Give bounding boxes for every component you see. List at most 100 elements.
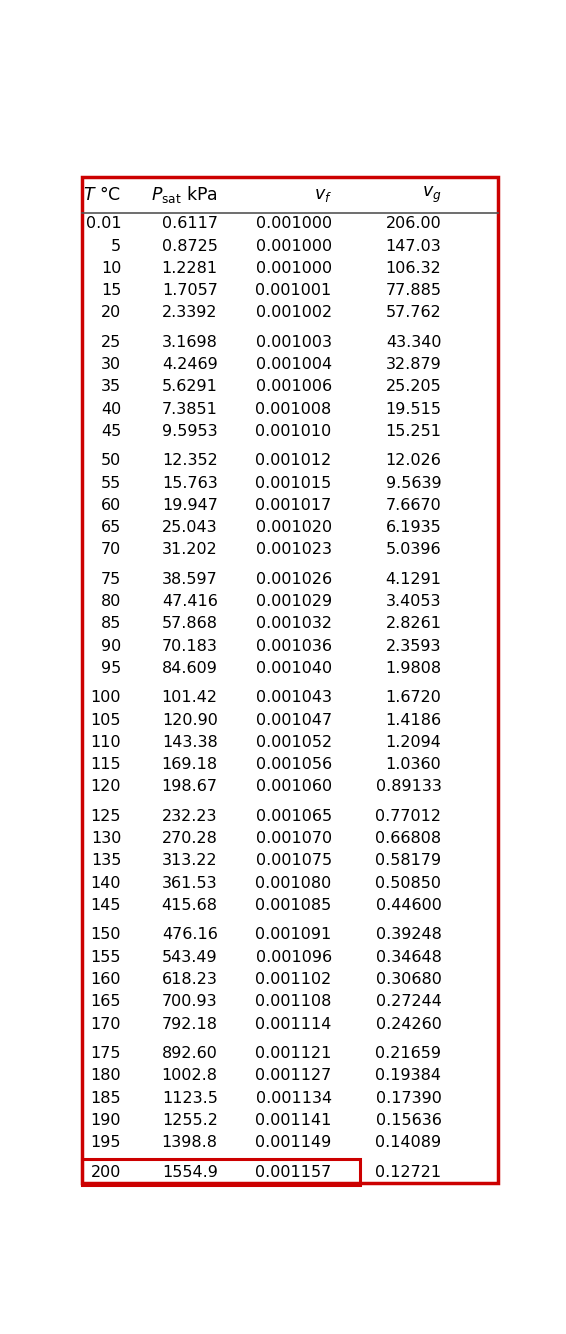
Text: 115: 115 — [91, 758, 121, 772]
Text: 0.001020: 0.001020 — [256, 520, 332, 535]
Text: 0.001085: 0.001085 — [255, 898, 332, 912]
Text: 2.3593: 2.3593 — [386, 639, 441, 654]
Text: 0.001010: 0.001010 — [255, 424, 332, 439]
Text: 160: 160 — [91, 972, 121, 987]
Text: 0.001096: 0.001096 — [256, 950, 332, 964]
Text: 1.9808: 1.9808 — [385, 660, 441, 676]
Text: 0.001026: 0.001026 — [256, 572, 332, 587]
Text: 0.30680: 0.30680 — [375, 972, 441, 987]
Text: 90: 90 — [101, 639, 121, 654]
Text: 25.205: 25.205 — [385, 379, 441, 395]
Text: 0.001001: 0.001001 — [255, 283, 332, 297]
Text: 45: 45 — [101, 424, 121, 439]
Text: 0.001004: 0.001004 — [256, 358, 332, 372]
Text: 15.251: 15.251 — [385, 424, 441, 439]
Text: 12.026: 12.026 — [385, 454, 441, 468]
Text: 105: 105 — [91, 712, 121, 727]
Text: 270.28: 270.28 — [162, 831, 218, 846]
Text: 0.27244: 0.27244 — [375, 994, 441, 1010]
Text: 5: 5 — [111, 239, 121, 253]
Text: 5.0396: 5.0396 — [386, 543, 441, 558]
Text: 135: 135 — [91, 854, 121, 868]
Text: 50: 50 — [101, 454, 121, 468]
Text: 84.609: 84.609 — [162, 660, 218, 676]
Text: 0.001121: 0.001121 — [255, 1046, 332, 1061]
Text: 70: 70 — [101, 543, 121, 558]
Text: 0.21659: 0.21659 — [375, 1046, 441, 1061]
Text: 35: 35 — [101, 379, 121, 395]
Text: 60: 60 — [101, 498, 121, 512]
Text: 195: 195 — [91, 1135, 121, 1150]
Text: 0.001141: 0.001141 — [255, 1113, 332, 1127]
Text: 170: 170 — [91, 1017, 121, 1031]
Text: 618.23: 618.23 — [162, 972, 218, 987]
Text: 1398.8: 1398.8 — [162, 1135, 218, 1150]
Text: 7.3851: 7.3851 — [162, 402, 218, 416]
Text: 892.60: 892.60 — [162, 1046, 218, 1061]
Text: 1255.2: 1255.2 — [162, 1113, 218, 1127]
Text: $v_g$: $v_g$ — [422, 184, 441, 204]
Text: 0.01: 0.01 — [85, 216, 121, 231]
Text: 0.001000: 0.001000 — [256, 260, 332, 276]
Text: 1.0360: 1.0360 — [385, 758, 441, 772]
Text: 55: 55 — [101, 476, 121, 491]
Text: 190: 190 — [91, 1113, 121, 1127]
Text: 0.001091: 0.001091 — [255, 927, 332, 942]
Text: 4.2469: 4.2469 — [162, 358, 218, 372]
Text: 1123.5: 1123.5 — [162, 1090, 218, 1106]
Text: 169.18: 169.18 — [161, 758, 218, 772]
Text: 0.6117: 0.6117 — [162, 216, 218, 231]
Bar — [82, 1159, 360, 1185]
Text: 0.001056: 0.001056 — [256, 758, 332, 772]
Text: 10: 10 — [101, 260, 121, 276]
Text: 0.001127: 0.001127 — [255, 1069, 332, 1083]
Text: 143.38: 143.38 — [162, 735, 218, 750]
Text: 543.49: 543.49 — [162, 950, 218, 964]
Text: 77.885: 77.885 — [385, 283, 441, 297]
Text: 65: 65 — [101, 520, 121, 535]
Text: 198.67: 198.67 — [162, 779, 218, 795]
Text: 0.24260: 0.24260 — [375, 1017, 441, 1031]
Text: 2.8261: 2.8261 — [385, 616, 441, 631]
Text: 1.6720: 1.6720 — [385, 691, 441, 706]
Text: 31.202: 31.202 — [162, 543, 218, 558]
Text: 100: 100 — [91, 691, 121, 706]
Text: 32.879: 32.879 — [385, 358, 441, 372]
Text: 3.1698: 3.1698 — [162, 335, 218, 350]
Text: 120.90: 120.90 — [162, 712, 218, 727]
Text: 1.2281: 1.2281 — [161, 260, 218, 276]
Text: 19.947: 19.947 — [162, 498, 218, 512]
Text: 0.001032: 0.001032 — [256, 616, 332, 631]
Text: 0.001157: 0.001157 — [255, 1165, 332, 1179]
Text: 43.340: 43.340 — [386, 335, 441, 350]
Text: $P_\mathrm{sat}$ kPa: $P_\mathrm{sat}$ kPa — [151, 184, 218, 205]
Text: 38.597: 38.597 — [162, 572, 218, 587]
Text: 0.50850: 0.50850 — [375, 875, 441, 891]
Text: 15.763: 15.763 — [162, 476, 218, 491]
Text: 3.4053: 3.4053 — [386, 594, 441, 610]
Text: 0.39248: 0.39248 — [375, 927, 441, 942]
Text: 476.16: 476.16 — [162, 927, 218, 942]
Text: 0.001029: 0.001029 — [256, 594, 332, 610]
Text: 145: 145 — [91, 898, 121, 912]
Text: 95: 95 — [101, 660, 121, 676]
Text: 0.001015: 0.001015 — [255, 476, 332, 491]
Text: 70.183: 70.183 — [162, 639, 218, 654]
Text: 0.001000: 0.001000 — [256, 239, 332, 253]
Text: $v_f$: $v_f$ — [314, 185, 332, 204]
Text: 12.352: 12.352 — [162, 454, 218, 468]
Text: 0.001080: 0.001080 — [255, 875, 332, 891]
Text: 4.1291: 4.1291 — [385, 572, 441, 587]
Text: 175: 175 — [91, 1046, 121, 1061]
Text: 0.19384: 0.19384 — [375, 1069, 441, 1083]
Text: 130: 130 — [91, 831, 121, 846]
Text: 80: 80 — [101, 594, 121, 610]
Text: 0.001102: 0.001102 — [255, 972, 332, 987]
Text: 206.00: 206.00 — [385, 216, 441, 231]
Text: 155: 155 — [91, 950, 121, 964]
Text: 0.001047: 0.001047 — [256, 712, 332, 727]
Text: 1.2094: 1.2094 — [385, 735, 441, 750]
Text: 1554.9: 1554.9 — [162, 1165, 218, 1179]
Text: 0.001008: 0.001008 — [255, 402, 332, 416]
Text: 0.14089: 0.14089 — [375, 1135, 441, 1150]
